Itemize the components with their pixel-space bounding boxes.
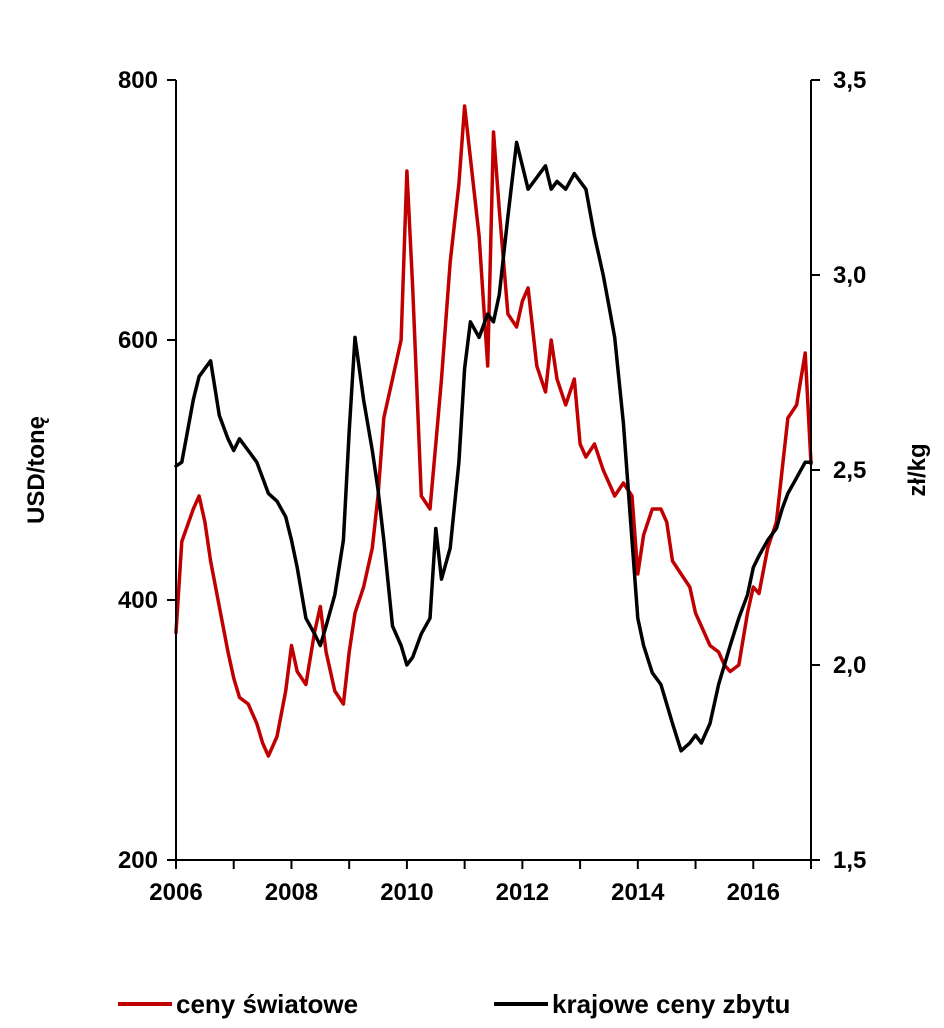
axes: 200 400 600 800 1,5 2,0 2,5 3,0 3,5 2006 2008 2010 2… <box>118 67 866 906</box>
y-left-tick-label: 400 <box>118 587 158 614</box>
plot-area <box>174 104 813 758</box>
y-left-axis-title: USD/tonę <box>23 416 50 524</box>
y-left-tick-label: 600 <box>118 327 158 354</box>
x-tick-label: 2010 <box>380 879 433 906</box>
x-tick-label: 2012 <box>496 879 549 906</box>
y-left-tick-label: 200 <box>118 847 158 874</box>
y-right-axis-title: zł/kg <box>904 443 931 496</box>
y-right-tick-label: 1,5 <box>833 847 866 874</box>
y-right-tick-label: 2,5 <box>833 457 866 484</box>
x-tick-label: 2006 <box>149 879 202 906</box>
x-tick-label: 2014 <box>611 879 665 906</box>
series-line-2 <box>174 140 813 753</box>
x-tick-label: 2008 <box>265 879 318 906</box>
legend: ceny światowe krajowe ceny zbytu <box>118 989 790 1019</box>
series-line-1 <box>174 104 813 758</box>
x-tick-label: 2016 <box>727 879 780 906</box>
y-right-tick-label: 3,0 <box>833 262 866 289</box>
legend-label: ceny światowe <box>176 989 358 1019</box>
legend-label: krajowe ceny zbytu <box>552 989 790 1019</box>
y-right-tick-label: 3,5 <box>833 67 866 94</box>
y-right-tick-label: 2,0 <box>833 652 866 679</box>
y-left-tick-label: 800 <box>118 67 158 94</box>
